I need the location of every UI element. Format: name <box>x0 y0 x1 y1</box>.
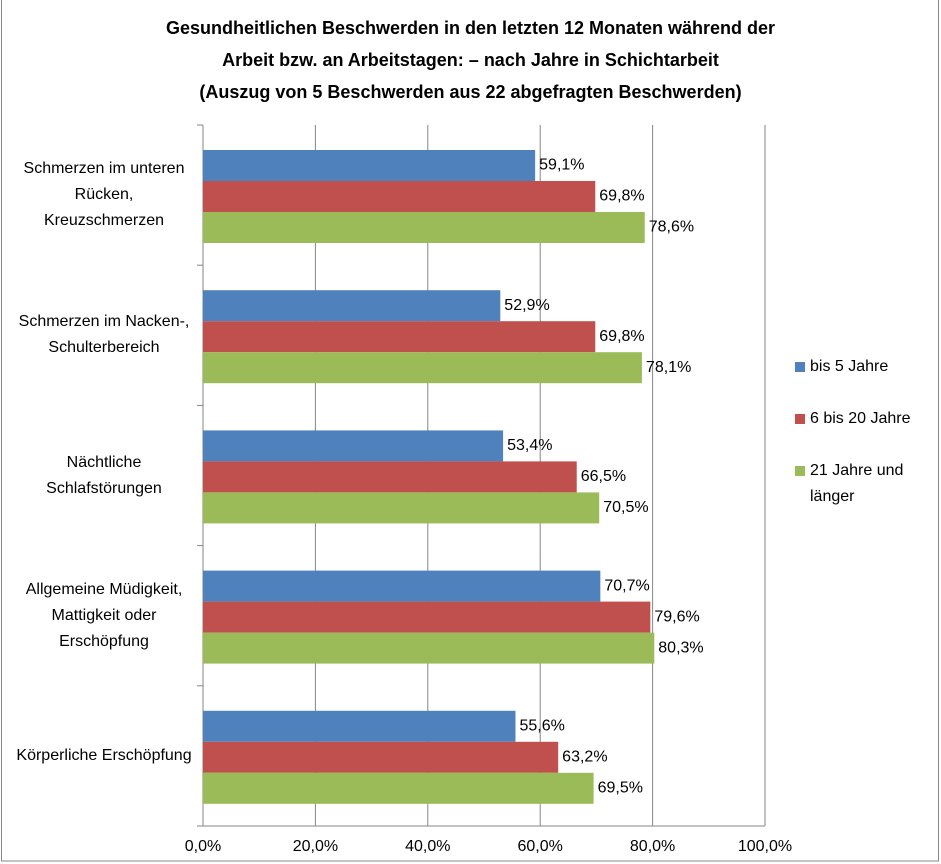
bar <box>203 150 536 181</box>
y-tick-label: Allgemeine Müdigkeit, Mattigkeit oder Er… <box>25 580 183 650</box>
x-tick-label: 60,0% <box>518 838 563 855</box>
value-label: 69,8% <box>599 328 644 345</box>
value-label: 53,4% <box>507 437 552 454</box>
bar <box>203 321 596 353</box>
x-tick-label: 20,0% <box>293 838 338 855</box>
y-tick-label: Körperliche Erschöpfung <box>16 746 192 764</box>
x-tick-label: 40,0% <box>405 838 450 855</box>
chart-title: (Auszug von 5 Beschwerden aus 22 abgefra… <box>199 82 742 102</box>
value-label: 59,1% <box>539 157 584 174</box>
value-label: 55,6% <box>519 718 564 735</box>
x-tick-label: 100,0% <box>738 838 792 855</box>
value-label: 78,6% <box>649 219 694 236</box>
legend-swatch <box>795 466 805 476</box>
value-label: 70,7% <box>604 577 649 594</box>
value-label: 69,8% <box>599 188 644 205</box>
legend-label: bis 5 Jahre <box>810 358 889 375</box>
y-tick-label: Nächtliche Schlafstörungen <box>46 453 162 497</box>
bar <box>203 290 501 322</box>
chart-title: Gesundheitlichen Beschwerden in den letz… <box>165 18 776 38</box>
value-label: 66,5% <box>581 468 626 485</box>
legend-label: 6 bis 20 Jahre <box>810 410 911 427</box>
bar <box>203 741 559 773</box>
bar <box>203 181 596 212</box>
x-tick-label: 0,0% <box>185 838 221 855</box>
y-tick-label: Schmerzen im unteren Rücken, Kreuzschmer… <box>23 160 185 230</box>
legend-swatch <box>795 362 805 372</box>
bar <box>203 772 594 804</box>
bar <box>203 492 600 524</box>
y-tick-label: Schmerzen im Nacken-, Schulterbereich <box>18 313 190 357</box>
bar <box>203 601 651 633</box>
value-label: 79,6% <box>654 608 699 625</box>
value-label: 52,9% <box>504 297 549 314</box>
bar <box>203 710 516 742</box>
value-label: 78,1% <box>646 359 691 376</box>
legend-label: 21 Jahre und länger <box>810 462 904 505</box>
bar <box>203 212 645 243</box>
bar <box>203 430 504 462</box>
value-label: 69,5% <box>598 780 643 797</box>
value-label: 80,3% <box>658 639 703 656</box>
value-label: 63,2% <box>562 749 607 766</box>
x-tick-label: 80,0% <box>630 838 675 855</box>
bar <box>203 461 577 493</box>
bar <box>203 570 601 602</box>
bar <box>203 632 655 664</box>
bar <box>203 352 642 384</box>
legend-swatch <box>795 414 805 424</box>
value-label: 70,5% <box>603 499 648 516</box>
chart-title: Arbeit bzw. an Arbeitstagen: – nach Jahr… <box>222 50 719 70</box>
